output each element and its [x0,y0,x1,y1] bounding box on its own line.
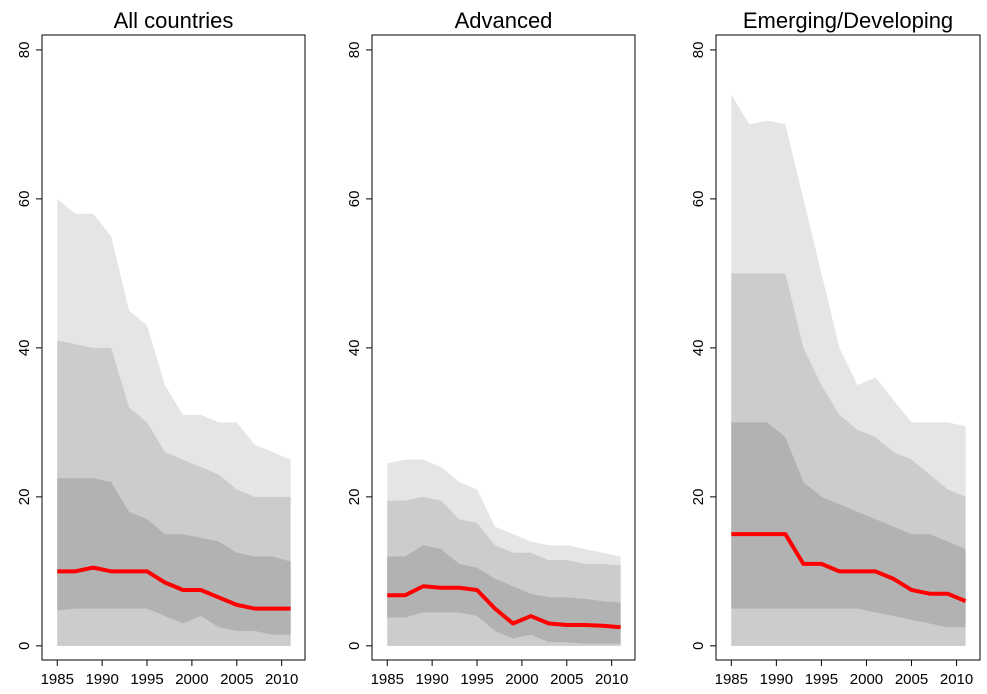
x-tick-label: 2000 [505,671,538,688]
y-tick-label: 60 [16,191,33,208]
x-tick-label: 1990 [760,671,793,688]
x-tick-label: 2000 [175,671,208,688]
x-tick-label: 2010 [595,671,628,688]
y-tick-label: 0 [16,642,33,650]
x-tick-label: 1995 [130,671,163,688]
x-tick-label: 2010 [940,671,973,688]
x-tick-label: 1990 [415,671,448,688]
y-tick-label: 0 [346,642,363,650]
y-tick-label: 80 [346,42,363,59]
panel-title: All countries [114,8,234,33]
y-tick-label: 20 [16,489,33,506]
median-line [57,565,291,611]
x-tick-label: 2010 [265,671,298,688]
y-tick-label: 20 [690,489,707,506]
x-tick-label: 2005 [220,671,253,688]
x-tick-label: 1985 [715,671,748,688]
quantile-band [387,545,621,644]
y-tick-label: 60 [346,191,363,208]
y-tick-label: 0 [690,642,707,650]
panel-title: Emerging/Developing [743,8,953,33]
y-tick-label: 80 [16,42,33,59]
x-tick-label: 1985 [41,671,74,688]
x-tick-label: 2005 [895,671,928,688]
median-line [387,584,621,630]
x-tick-label: 1985 [371,671,404,688]
x-tick-label: 1995 [805,671,838,688]
x-tick-label: 1990 [85,671,118,688]
y-tick-label: 40 [346,340,363,357]
x-tick-label: 2005 [550,671,583,688]
quantile-band [57,478,291,635]
y-tick-label: 20 [346,489,363,506]
quantile-band [731,422,966,628]
x-tick-label: 1995 [460,671,493,688]
y-tick-label: 40 [690,340,707,357]
panel-title: Advanced [455,8,553,33]
median-line [731,532,967,603]
y-tick-label: 40 [16,340,33,357]
y-tick-label: 60 [690,191,707,208]
x-tick-label: 2000 [850,671,883,688]
y-tick-label: 80 [690,42,707,59]
